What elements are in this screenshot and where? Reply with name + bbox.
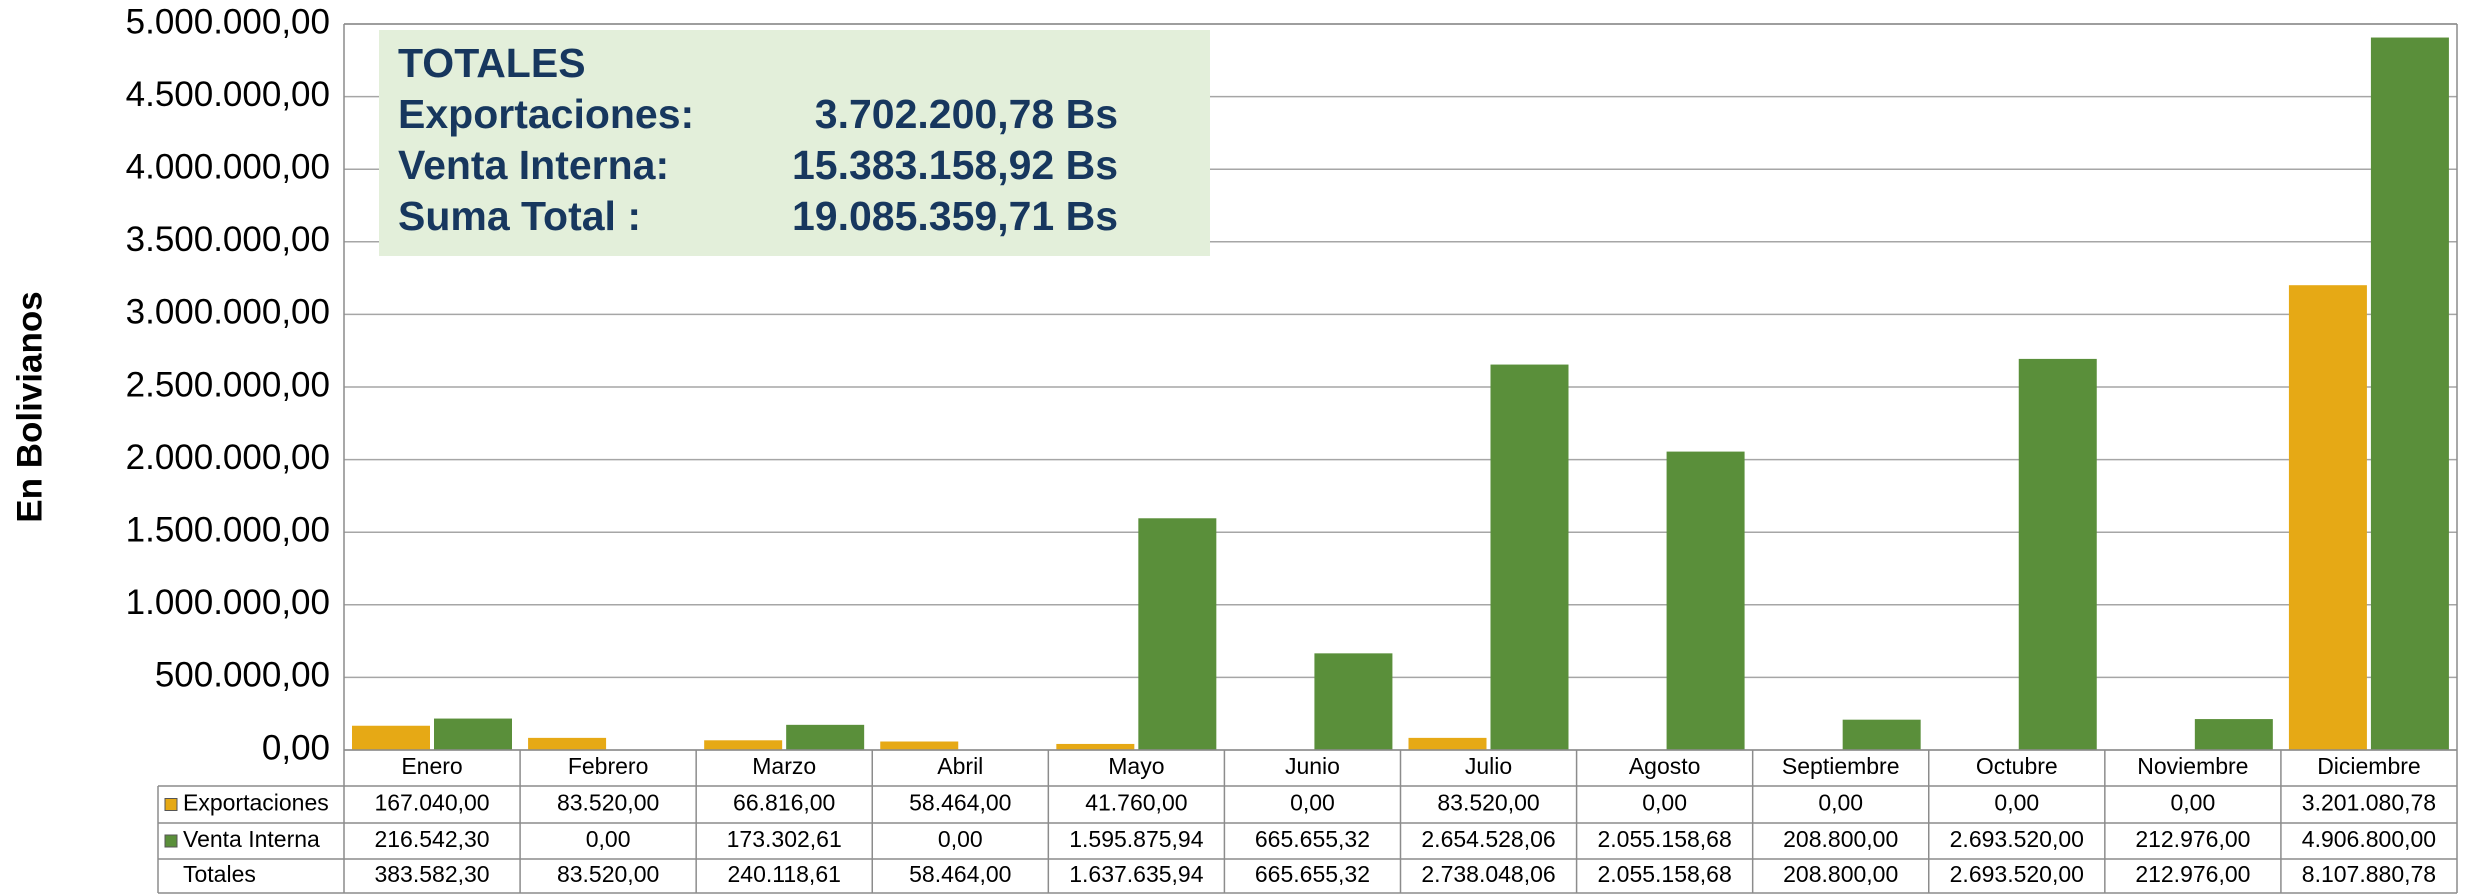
table-cell: 58.464,00 — [909, 790, 1011, 816]
table-cell: 4.906.800,00 — [2302, 826, 2436, 852]
table-cell: 83.520,00 — [1437, 790, 1539, 816]
table-cell: 2.738.048,06 — [1421, 861, 1555, 887]
table-cell: 0,00 — [1290, 790, 1335, 816]
bar — [880, 741, 959, 750]
table-cell: 0,00 — [1642, 790, 1687, 816]
table-cell: 208.800,00 — [1783, 826, 1898, 852]
table-cell: 2.693.520,00 — [1950, 861, 2084, 887]
table-cell: 0,00 — [1994, 790, 2039, 816]
summary-box — [379, 30, 1210, 256]
bar — [786, 724, 865, 750]
table-row-label: Totales — [183, 861, 256, 887]
table-cell: 8.107.880,78 — [2302, 861, 2436, 887]
table-cell: 0,00 — [2170, 790, 2215, 816]
table-cell: 66.816,00 — [733, 790, 835, 816]
y-tick-label: 5.000.000,00 — [126, 2, 330, 41]
table-cell: 58.464,00 — [909, 861, 1011, 887]
y-tick-label: 3.500.000,00 — [126, 220, 330, 259]
table-cell: 0,00 — [586, 826, 631, 852]
bar — [434, 718, 512, 750]
table-cell: 167.040,00 — [374, 790, 489, 816]
x-tick-label: Abril — [937, 753, 983, 779]
x-tick-label: Mayo — [1108, 753, 1164, 779]
table-cell: 240.118,61 — [728, 861, 841, 887]
table-cell: 383.582,30 — [374, 861, 489, 887]
bar — [1138, 518, 1217, 750]
table-cell: 83.520,00 — [557, 790, 659, 816]
x-tick-label: Febrero — [568, 753, 649, 779]
legend-swatch — [164, 834, 178, 848]
x-tick-label: Septiembre — [1782, 753, 1900, 779]
x-tick-label: Junio — [1285, 753, 1340, 779]
x-tick-label: Julio — [1465, 753, 1512, 779]
y-tick-label: 3.000.000,00 — [126, 293, 330, 332]
summary-label: Suma Total : — [398, 193, 641, 239]
table-cell: 41.760,00 — [1085, 790, 1187, 816]
table-cell: 212.976,00 — [2135, 861, 2250, 887]
bar — [1056, 743, 1135, 750]
bar — [2288, 285, 2367, 750]
table-cell: 2.693.520,00 — [1950, 826, 2084, 852]
y-axis-label: En Bolivianos — [10, 291, 49, 522]
table-cell: 2.654.528,06 — [1421, 826, 1555, 852]
table-cell: 212.976,00 — [2135, 826, 2250, 852]
bar — [1314, 653, 1393, 750]
y-tick-label: 2.000.000,00 — [126, 438, 330, 477]
table-cell: 0,00 — [1818, 790, 1863, 816]
bar — [704, 740, 783, 750]
x-tick-label: Agosto — [1629, 753, 1701, 779]
table-cell: 208.800,00 — [1783, 861, 1898, 887]
x-tick-label: Octubre — [1976, 753, 2058, 779]
summary-value: 19.085.359,71 Bs — [792, 193, 1118, 239]
table-cell: 173.302,61 — [727, 826, 842, 852]
legend-swatch — [164, 798, 178, 811]
table-cell: 2.055.158,68 — [1597, 826, 1731, 852]
table-cell: 665.655,32 — [1255, 861, 1370, 887]
bar — [352, 725, 430, 750]
y-tick-label: 1.000.000,00 — [126, 583, 330, 622]
x-tick-label: Enero — [401, 753, 462, 779]
summary-label: Venta Interna: — [398, 142, 669, 188]
y-tick-label: 1.500.000,00 — [126, 510, 330, 549]
table-cell: 665.655,32 — [1255, 826, 1370, 852]
table-cell: 1.637.635,94 — [1069, 861, 1204, 887]
bar — [1490, 364, 1569, 750]
x-tick-label: Noviembre — [2137, 753, 2248, 779]
table-cell: 83.520,00 — [557, 861, 659, 887]
summary-value: 3.702.200,78 Bs — [815, 91, 1118, 137]
y-tick-label: 500.000,00 — [155, 656, 330, 695]
legend-label: Venta Interna — [183, 826, 320, 852]
table-cell: 0,00 — [938, 826, 983, 852]
bar — [1408, 737, 1487, 750]
summary-label: Exportaciones: — [398, 91, 694, 137]
y-tick-label: 2.500.000,00 — [126, 365, 330, 404]
bar — [2018, 358, 2097, 750]
summary-value: 15.383.158,92 Bs — [792, 142, 1118, 188]
legend-label: Exportaciones — [183, 790, 329, 816]
bar — [528, 737, 607, 750]
bar — [2370, 37, 2449, 750]
x-tick-label: Marzo — [752, 753, 816, 779]
table-cell: 2.055.158,68 — [1597, 861, 1731, 887]
bar — [1842, 719, 1921, 750]
summary-title: TOTALES — [398, 40, 586, 86]
table-cell: 1.595.875,94 — [1069, 826, 1204, 852]
table-cell: 3.201.080,78 — [2302, 790, 2436, 816]
x-tick-label: Diciembre — [2317, 753, 2421, 779]
bar — [2194, 719, 2273, 750]
bar — [1666, 451, 1745, 750]
y-tick-label: 0,00 — [262, 728, 330, 767]
table-cell: 216.542,30 — [374, 826, 489, 852]
y-tick-label: 4.500.000,00 — [126, 75, 330, 114]
y-tick-label: 4.000.000,00 — [126, 147, 330, 186]
